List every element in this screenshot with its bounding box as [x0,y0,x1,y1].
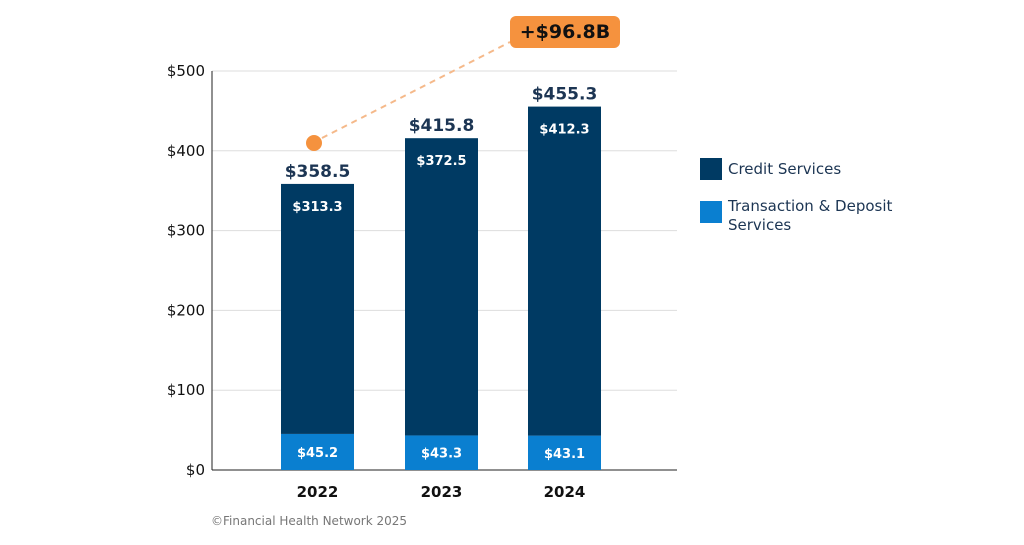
bar-label-transaction: $45.2 [297,446,338,461]
legend-swatch-transaction [700,201,722,223]
bar-total-label: $415.8 [409,116,475,136]
y-tick-label: $500 [167,62,205,80]
y-tick-label: $400 [167,142,205,160]
legend-label-credit: Credit Services [728,160,842,178]
x-tick-label: 2022 [297,483,339,501]
bar-label-transaction: $43.1 [544,447,585,462]
bar-credit [405,138,478,436]
legend-item-credit: Credit Services [700,158,841,180]
legend-item-transaction: Transaction & Deposit Services [700,197,900,235]
x-tick-label: 2024 [544,483,586,501]
bar-transaction [528,435,601,470]
y-tick-label: $300 [167,222,205,240]
bar-transaction [281,433,354,470]
bar-label-credit: $412.3 [539,123,589,138]
bar-transaction [405,435,478,470]
x-tick-label: 2023 [421,483,463,501]
y-tick-label: $200 [167,301,205,319]
bar-label-credit: $313.3 [292,200,342,215]
legend-label-transaction: Transaction & Deposit Services [728,197,893,234]
y-tick-label: $100 [167,381,205,399]
y-tick-label: $0 [186,461,205,479]
bar-label-credit: $372.5 [416,154,466,169]
legend-swatch-credit [700,158,722,180]
annotation-connector [321,41,511,139]
copyright-footer: ©Financial Health Network 2025 [211,514,408,528]
bar-credit [281,183,354,434]
bar-total-label: $358.5 [285,162,351,182]
bar-total-label: $455.3 [532,85,598,105]
growth-annotation: +$96.8B [510,16,620,48]
annotation-dot [306,135,322,151]
bar-credit [528,106,601,436]
bar-label-transaction: $43.3 [421,447,462,462]
